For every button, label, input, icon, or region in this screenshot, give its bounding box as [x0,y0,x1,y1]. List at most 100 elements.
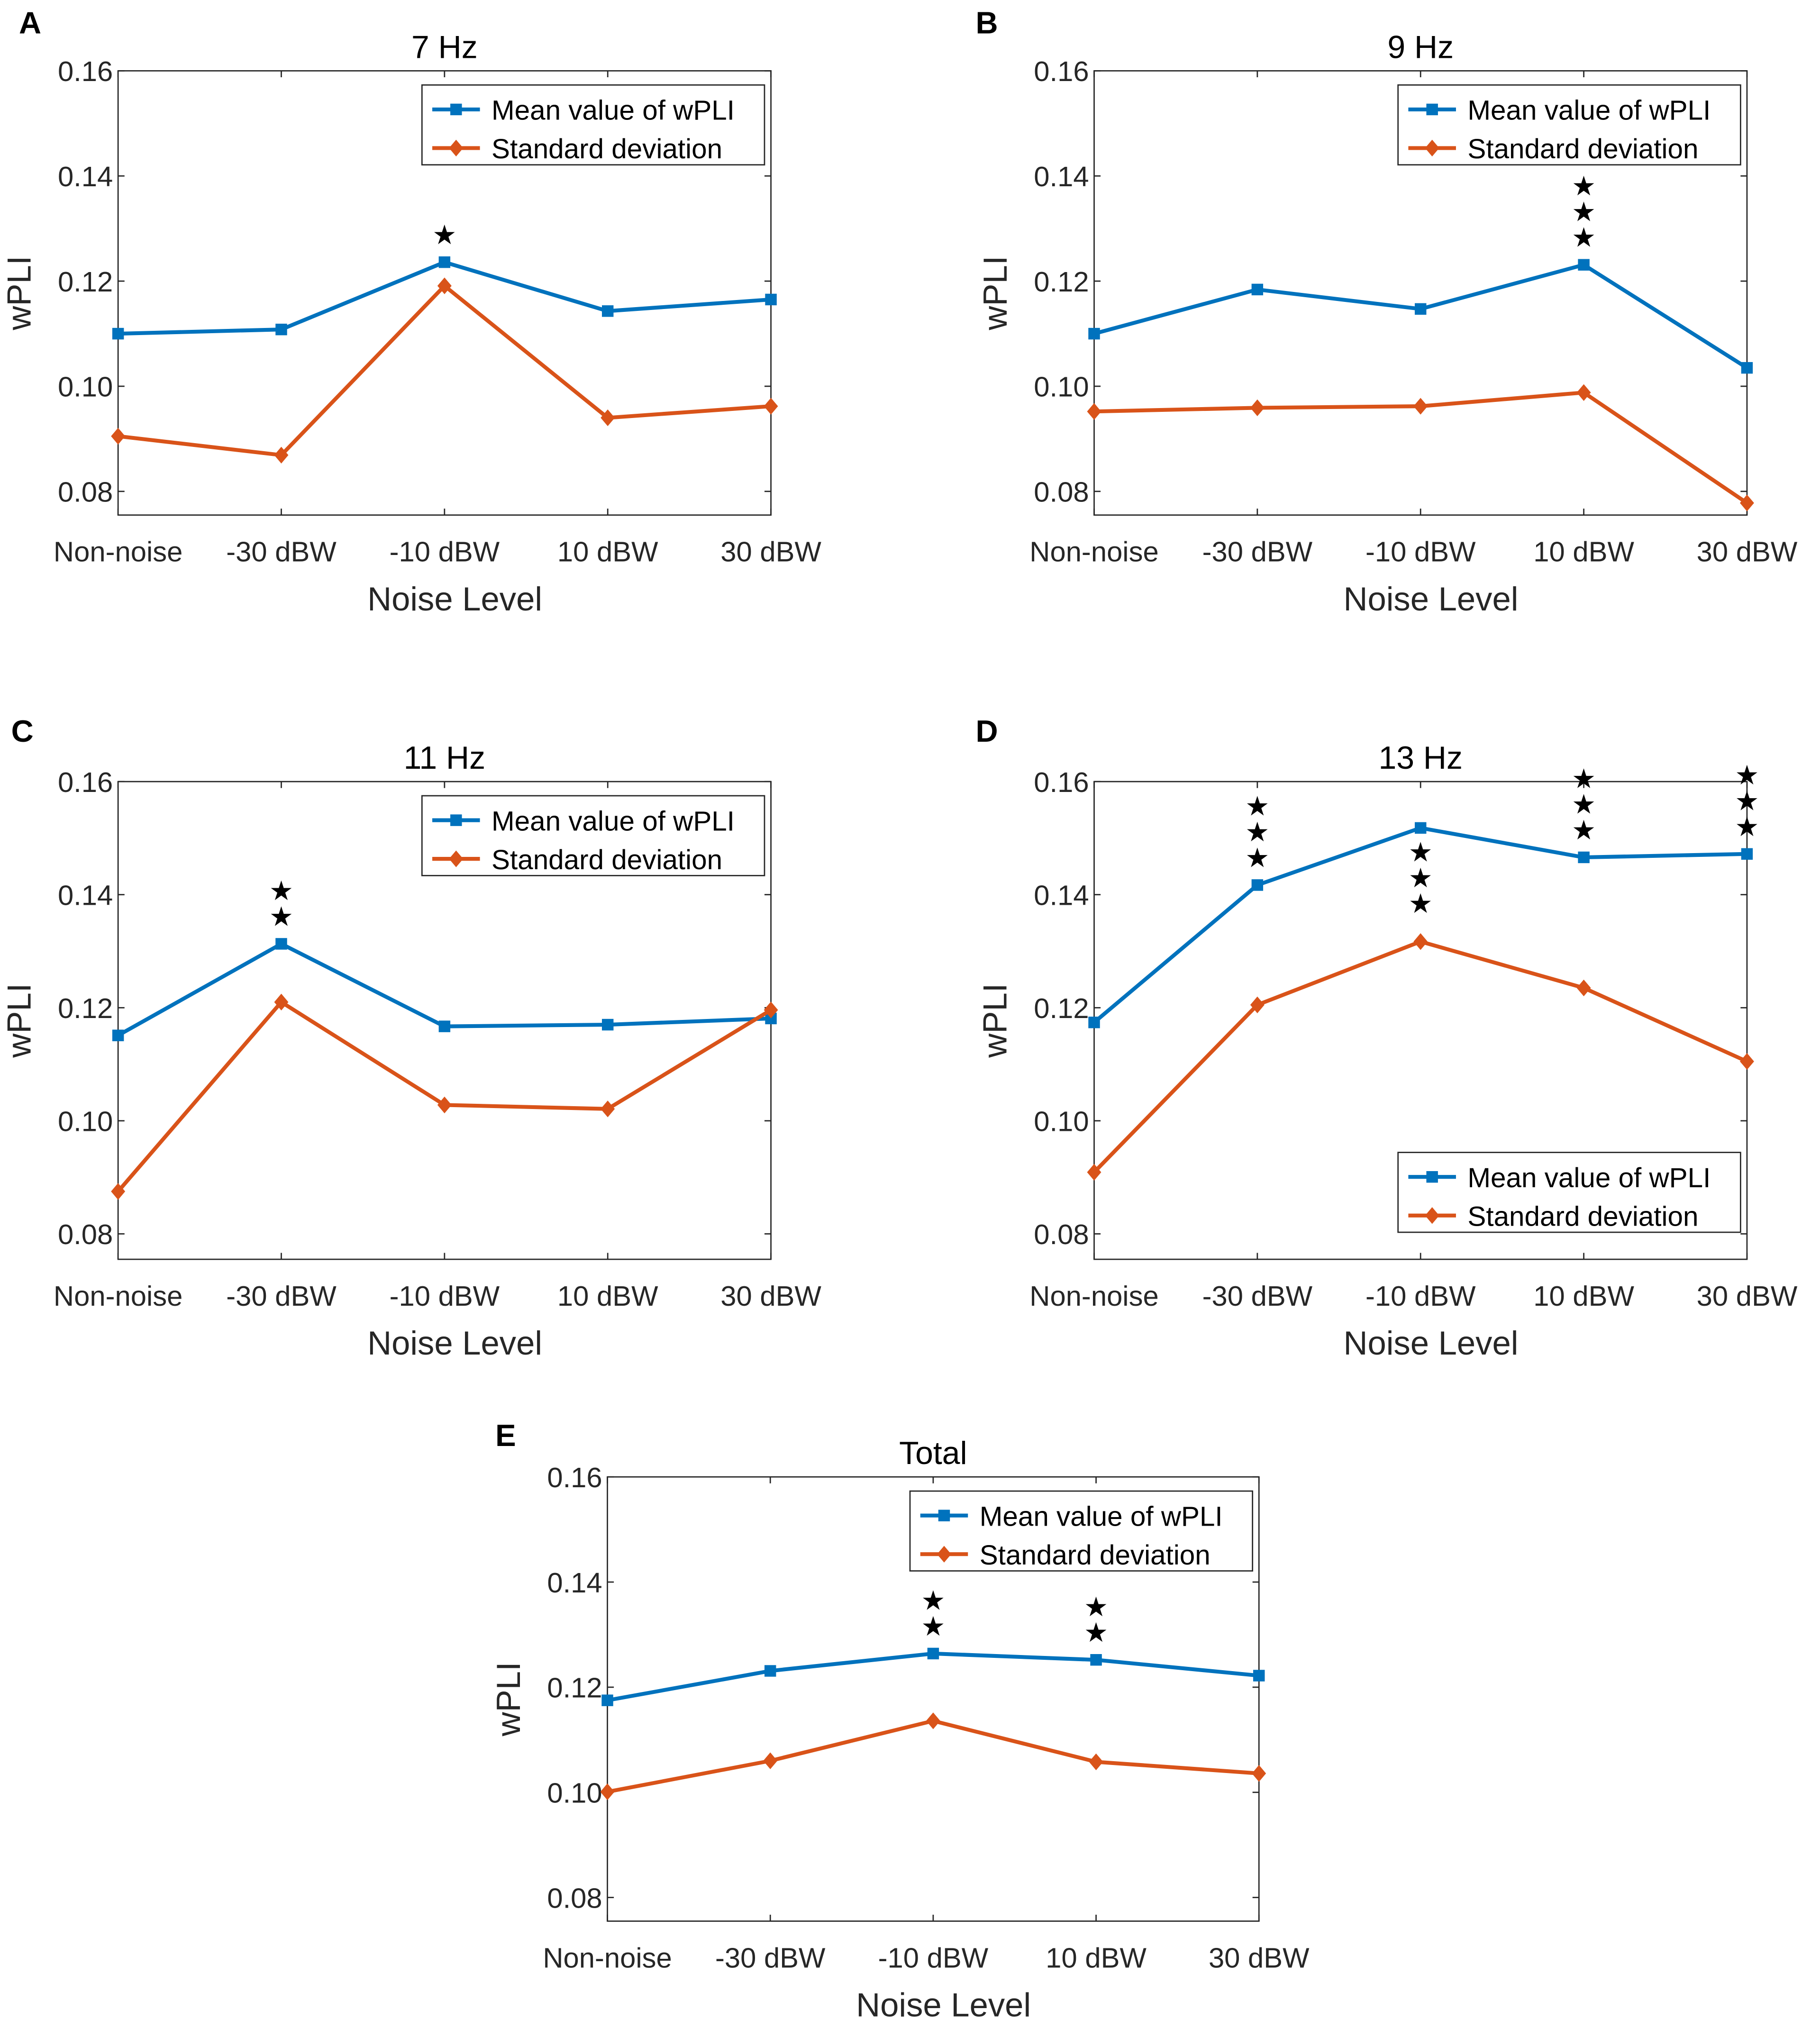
data-point-std [1089,1753,1103,1771]
legend-box [909,1490,1254,1572]
significance-star: ★ [1735,760,1759,791]
x-tick-label: -30 dBW [226,536,337,568]
x-tick-label: 10 dBW [1046,1942,1147,1974]
significance-star: ★ [1409,889,1433,919]
x-tick-label: -10 dBW [1365,1280,1476,1312]
data-point-mean [927,1647,939,1660]
x-axis-label: Noise Level [1343,1324,1518,1362]
data-point-std [1576,384,1591,401]
y-tick-label: 0.10 [547,1777,602,1809]
x-tick-label: 10 dBW [557,536,658,568]
significance-star: ★ [1572,790,1596,820]
panel-letter: A [19,6,41,40]
panel-letter: C [11,714,34,748]
x-tick-label: -10 dBW [390,536,500,568]
significance-star: ★ [1084,1618,1108,1648]
significance-star: ★ [1245,843,1269,873]
y-axis-label: wPLI [976,983,1014,1058]
legend-marker [449,850,464,867]
legend-marker [450,103,462,116]
data-point-std [764,398,778,415]
data-point-std [111,427,126,445]
significance-star: ★ [1572,171,1596,201]
significance-star: ★ [1572,764,1596,794]
data-point-std [1250,399,1265,417]
data-point-mean [1088,327,1100,340]
legend-label: Standard deviation [491,845,722,875]
x-tick-label: Non-noise [54,1280,182,1312]
significance-star: ★ [1084,1592,1108,1622]
y-tick-label: 0.08 [58,476,113,508]
data-point-mean [438,1020,451,1032]
data-point-mean [275,323,287,336]
data-point-mean [1251,879,1264,891]
x-tick-label: -30 dBW [1202,1280,1313,1312]
significance-star: ★ [269,901,293,932]
x-axis-label: Noise Level [856,1986,1031,2019]
x-tick-label: -30 dBW [715,1942,826,1974]
significance-star: ★ [1245,817,1269,847]
data-point-mean [764,1665,776,1677]
significance-star: ★ [1735,812,1759,842]
legend-label: Standard deviation [491,134,722,164]
y-tick-label: 0.16 [58,55,113,87]
y-tick-label: 0.08 [58,1219,113,1250]
chart-title: 7 Hz [411,29,478,65]
x-tick-label: 10 dBW [1533,536,1634,568]
legend-label: Mean value of wPLI [491,806,735,837]
legend-label: Standard deviation [1467,1201,1698,1232]
data-point-std [1740,1053,1754,1070]
data-point-std [1252,1765,1266,1782]
data-point-mean [601,1019,614,1031]
significance-star: ★ [921,1611,945,1642]
data-point-mean [765,293,777,306]
y-tick-label: 0.16 [1034,55,1089,87]
significance-star: ★ [1572,197,1596,227]
data-point-std [601,1100,615,1118]
data-point-std [1250,996,1265,1013]
panel-D: D 13 Hz 0.08 0.10 0.12 0.14 0.16 Non-noise -30 d… [976,714,1798,1362]
x-tick-label: 30 dBW [1697,1280,1798,1312]
data-point-std [763,1752,778,1769]
data-point-std [1087,1164,1101,1181]
data-point-mean [601,305,614,317]
data-point-mean [1578,851,1590,864]
legend-marker [937,1546,951,1563]
significance-star: ★ [1409,837,1433,868]
y-tick-label: 0.10 [1034,1106,1089,1137]
y-tick-label: 0.08 [547,1882,602,1914]
panel-C: C 11 Hz 0.08 0.10 0.12 0.14 0.16 Non-noise -30 d… [0,714,821,1362]
data-point-mean [112,327,124,340]
y-tick-label: 0.12 [58,992,113,1024]
legend-box [421,795,765,876]
data-point-std [274,446,289,464]
significance-star: ★ [921,1586,945,1616]
chart-title: 11 Hz [404,740,485,776]
y-axis-label: wPLI [0,256,37,331]
panel-E: E Total 0.08 0.10 0.12 0.14 0.16 Non-noise -30 d… [490,1418,1310,2019]
x-tick-label: -30 dBW [226,1280,337,1312]
y-tick-label: 0.08 [1034,1219,1089,1250]
data-point-mean [112,1029,124,1041]
y-tick-label: 0.14 [58,879,113,911]
legend-marker [1425,1207,1439,1224]
data-point-std [601,409,615,427]
data-point-mean [1090,1654,1102,1666]
x-tick-label: 30 dBW [1209,1942,1310,1974]
data-point-mean [1253,1670,1265,1682]
x-tick-label: Non-noise [543,1942,672,1974]
significance-star: ★ [1572,815,1596,846]
panel-letter: B [976,6,998,40]
y-tick-label: 0.12 [547,1672,602,1704]
data-point-std [1087,403,1101,420]
y-tick-label: 0.16 [547,1462,602,1493]
data-point-mean [275,938,287,950]
x-tick-label: -10 dBW [1365,536,1476,568]
x-tick-label: 10 dBW [557,1280,658,1312]
data-point-mean [1578,259,1590,271]
y-tick-label: 0.14 [547,1567,602,1599]
y-tick-label: 0.10 [1034,371,1089,403]
y-tick-label: 0.14 [58,161,113,192]
significance-star: ★ [1735,786,1759,816]
